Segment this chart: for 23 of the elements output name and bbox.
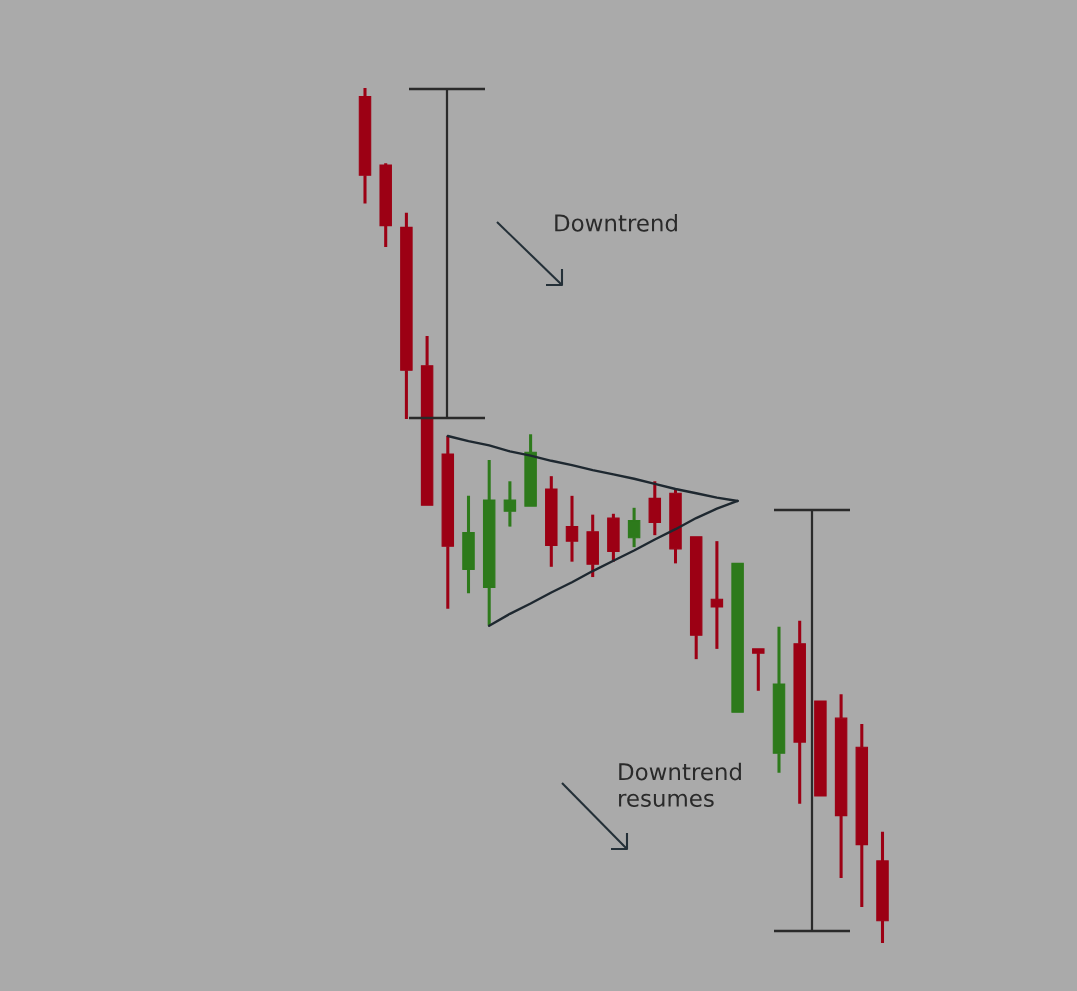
candlestick	[855, 724, 869, 908]
candlestick	[834, 694, 848, 879]
candlestick	[710, 541, 724, 649]
candlestick	[814, 700, 827, 797]
candlestick	[565, 494, 579, 562]
candlestick	[545, 476, 558, 567]
candlestick	[669, 489, 682, 564]
candlestick	[482, 459, 496, 626]
candlestick	[420, 335, 434, 506]
annotation: Downtrend resumes	[619, 762, 741, 807]
candlestick	[793, 620, 806, 804]
candlestick	[462, 494, 475, 594]
candlestick	[524, 434, 537, 507]
candlestick	[627, 506, 641, 549]
candlestick	[731, 562, 744, 713]
candlestick	[503, 481, 517, 527]
candlestick	[689, 536, 703, 661]
candlestick	[358, 88, 372, 204]
candlestick	[752, 648, 765, 691]
candlestick	[772, 626, 786, 773]
candlestick	[876, 830, 889, 943]
candlestick	[400, 211, 413, 419]
annotation: Downtrend	[555, 213, 677, 232]
